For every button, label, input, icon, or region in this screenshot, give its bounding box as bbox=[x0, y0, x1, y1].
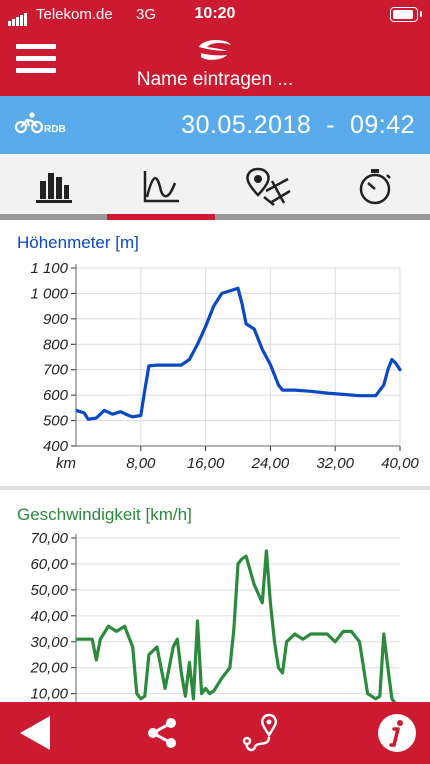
y-tick-label: 800 bbox=[43, 336, 69, 353]
activity-info-band: RDB 30.05.2018 - 09:42 bbox=[0, 96, 430, 154]
page-title[interactable]: Name eintragen ... bbox=[136, 69, 294, 90]
y-tick-label: 60,00 bbox=[30, 556, 68, 573]
x-tick-label: 16,00 bbox=[187, 455, 225, 472]
tab-statistics[interactable] bbox=[0, 154, 107, 220]
signal-strength-icon bbox=[8, 9, 28, 26]
carrier-label: Telekom.de bbox=[36, 6, 113, 23]
x-axis-label: km bbox=[56, 455, 76, 472]
map-pin-icon bbox=[245, 167, 291, 206]
bottom-toolbar bbox=[0, 702, 430, 764]
activity-time: 09:42 bbox=[349, 111, 415, 139]
info-icon bbox=[378, 714, 416, 752]
route-icon bbox=[242, 713, 277, 752]
hamburger-menu-icon[interactable] bbox=[16, 44, 56, 76]
y-tick-label: 600 bbox=[43, 387, 69, 404]
y-tick-label: 30,00 bbox=[30, 634, 68, 651]
tab-indicator bbox=[0, 214, 430, 220]
clock: 10:20 bbox=[194, 5, 236, 22]
route-button[interactable] bbox=[236, 702, 286, 764]
y-tick-label: 500 bbox=[43, 413, 69, 430]
share-button[interactable] bbox=[140, 702, 184, 764]
series-line bbox=[76, 549, 397, 702]
activity-date: 30.05.2018 bbox=[181, 111, 312, 139]
bar-chart-icon bbox=[35, 173, 72, 203]
activity-datetime: 30.05.2018 - 09:42 bbox=[181, 111, 415, 140]
back-arrow-icon bbox=[20, 716, 50, 750]
battery-icon bbox=[390, 7, 422, 22]
view-tabs bbox=[0, 154, 430, 220]
app-logo bbox=[199, 39, 231, 60]
y-tick-label: 900 bbox=[43, 311, 69, 328]
chart-divider bbox=[0, 486, 430, 490]
y-tick-label: 40,00 bbox=[30, 608, 68, 625]
datetime-separator: - bbox=[326, 111, 336, 139]
y-tick-label: 50,00 bbox=[30, 582, 68, 599]
sport-type-badge: RDB bbox=[44, 124, 66, 135]
info-button[interactable] bbox=[372, 702, 422, 764]
y-tick-label: 400 bbox=[43, 438, 69, 455]
network-type: 3G bbox=[136, 6, 157, 23]
elevation-chart-title: Höhenmeter [m] bbox=[17, 233, 139, 252]
series-line bbox=[76, 286, 402, 421]
y-tick-label: 1 100 bbox=[30, 260, 68, 277]
app-header: Name eintragen ... bbox=[0, 30, 430, 96]
stopwatch-icon bbox=[359, 169, 391, 205]
tab-charts[interactable] bbox=[107, 154, 214, 220]
y-tick-label: 20,00 bbox=[29, 660, 68, 677]
y-tick-label: 70,00 bbox=[30, 530, 68, 547]
cyclist-icon bbox=[14, 112, 44, 134]
elevation-chart: 400 500 600 700 800 900 1 000 1 100 8,00 16,00 24,… bbox=[30, 260, 419, 472]
x-tick-label: 24,00 bbox=[251, 455, 290, 472]
line-chart-icon bbox=[143, 171, 179, 203]
tab-map[interactable] bbox=[214, 154, 321, 220]
y-tick-label: 1 000 bbox=[30, 285, 68, 302]
y-tick-label: 10,00 bbox=[30, 686, 68, 702]
back-button[interactable] bbox=[10, 702, 58, 764]
x-tick-label: 40,00 bbox=[381, 455, 419, 472]
speed-chart: 10,00 20,00 30,00 40,00 50,00 60,00 70,00 bbox=[29, 530, 400, 702]
tab-timer[interactable] bbox=[321, 154, 428, 220]
x-tick-label: 32,00 bbox=[316, 455, 354, 472]
status-bar: Telekom.de 3G 10:20 bbox=[0, 0, 430, 30]
x-tick-label: 8,00 bbox=[126, 455, 156, 472]
share-icon bbox=[148, 718, 176, 748]
speed-chart-title: Geschwindigkeit [km/h] bbox=[17, 505, 192, 524]
y-tick-label: 700 bbox=[43, 362, 69, 379]
